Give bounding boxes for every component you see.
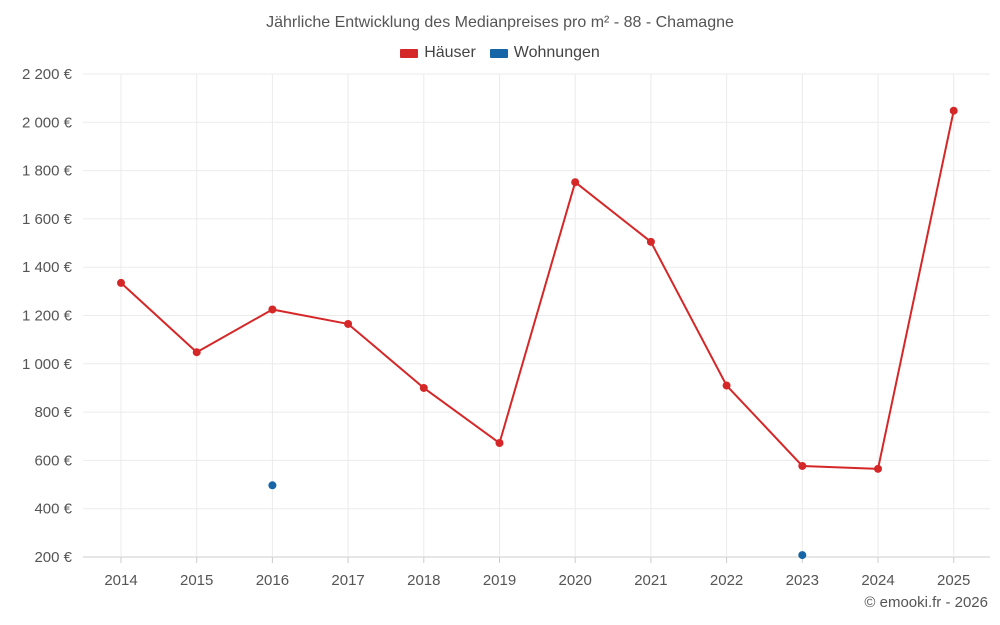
series-1-point [268,481,277,490]
series-0-point [419,383,428,392]
x-tick-label: 2016 [256,572,289,589]
legend-label-wohnungen: Wohnungen [513,44,600,61]
y-tick-label: 1 800 € [22,163,73,180]
series-0-point [495,439,504,448]
y-tick-label: 600 € [34,452,72,469]
series-1-point [798,551,807,560]
legend-swatch-wohnungen [489,48,508,58]
series-0-point [192,348,201,357]
x-tick-label: 2015 [180,572,213,589]
legend-swatch-haeuser [400,48,419,58]
series-0-point [722,381,731,390]
y-tick-label: 800 € [34,404,72,421]
legend: Häuser Wohnungen [0,44,1000,62]
series-0-point [874,464,882,473]
y-tick-label: 400 € [34,501,72,518]
x-tick-label: 2018 [407,572,440,589]
x-tick-label: 2021 [634,572,667,589]
legend-item-wohnungen[interactable]: Wohnungen [489,44,600,62]
x-tick-label: 2014 [104,572,137,589]
x-tick-label: 2019 [483,572,516,589]
x-tick-label: 2020 [559,572,592,589]
y-tick-label: 1 200 € [22,308,73,325]
series-0-point [646,237,655,246]
chart-title: Jährliche Entwicklung des Medianpreises … [266,14,734,31]
series-0-point [571,178,580,187]
x-tick-label: 2023 [786,572,819,589]
series-0-point [117,278,125,287]
legend-item-haeuser[interactable]: Häuser [400,44,476,62]
series-0-line [120,110,955,470]
series [117,106,958,560]
series-0-point [268,305,277,314]
y-tick-label: 1 400 € [22,259,73,276]
series-0-point [949,106,958,115]
copyright-text: © emooki.fr - 2026 [864,594,988,611]
legend-label-haeuser: Häuser [424,44,476,61]
y-tick-label: 200 € [34,549,72,566]
x-tick-label: 2025 [937,572,970,589]
x-tick-label: 2022 [710,572,743,589]
y-tick-label: 1 600 € [22,211,73,228]
x-tick-label: 2024 [861,572,894,589]
y-tick-label: 2 000 € [22,114,73,131]
x-tick-label: 2017 [331,572,364,589]
axes: 200 € 400 € 600 € 800 € 1 000 € 1 200 € 1 400 … [22,66,970,589]
y-tick-label: 2 200 € [22,66,73,83]
series-0-point [798,461,807,470]
series-0-point [344,319,353,328]
y-tick-label: 1 000 € [22,356,73,373]
